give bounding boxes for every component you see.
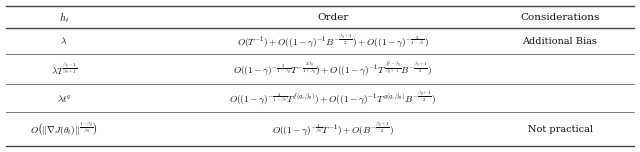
Text: $h_t$: $h_t$ xyxy=(59,10,69,25)
Text: Additional Bias: Additional Bias xyxy=(523,36,597,46)
Text: $O(T^{-1})+O((1-\gamma)^{-1}B^{-\frac{\beta_0+1}{2}})+O((1-\gamma)^{-\frac{2}{1-: $O(T^{-1})+O((1-\gamma)^{-1}B^{-\frac{\b… xyxy=(237,32,429,50)
Text: $O((1-\gamma)^{-\frac{2}{1-\beta_0}}T^{-\frac{2\beta_0}{1+\beta_0}})+O((1-\gamma: $O((1-\gamma)^{-\frac{2}{1-\beta_0}}T^{-… xyxy=(234,59,432,79)
Text: $O((1-\gamma)^{-\frac{2}{1-\beta_0}}T^{f(q,\beta_0)})+O((1-\gamma)^{-1}T^{g(q,\b: $O((1-\gamma)^{-\frac{2}{1-\beta_0}}T^{f… xyxy=(229,90,436,107)
Text: $\lambda$: $\lambda$ xyxy=(60,36,68,46)
Text: $\lambda t^q$: $\lambda t^q$ xyxy=(56,93,72,104)
Text: Considerations: Considerations xyxy=(520,13,600,22)
Text: Order: Order xyxy=(317,13,349,22)
Text: $O((1-\gamma)^{-\frac{1}{\beta_0}}T^{-1})+O(B^{-\frac{\beta_0+1}{2}})$: $O((1-\gamma)^{-\frac{1}{\beta_0}}T^{-1}… xyxy=(272,120,394,138)
Text: $\lambda T^{\frac{\beta_0-1}{\beta_0+1}}$: $\lambda T^{\frac{\beta_0-1}{\beta_0+1}}… xyxy=(51,61,77,77)
Text: $O\left(\|\nabla J(\theta_t)\|^{\frac{1-\beta_0}{\beta_0}}\right)$: $O\left(\|\nabla J(\theta_t)\|^{\frac{1-… xyxy=(30,120,98,138)
Text: Not practical: Not practical xyxy=(527,125,593,134)
